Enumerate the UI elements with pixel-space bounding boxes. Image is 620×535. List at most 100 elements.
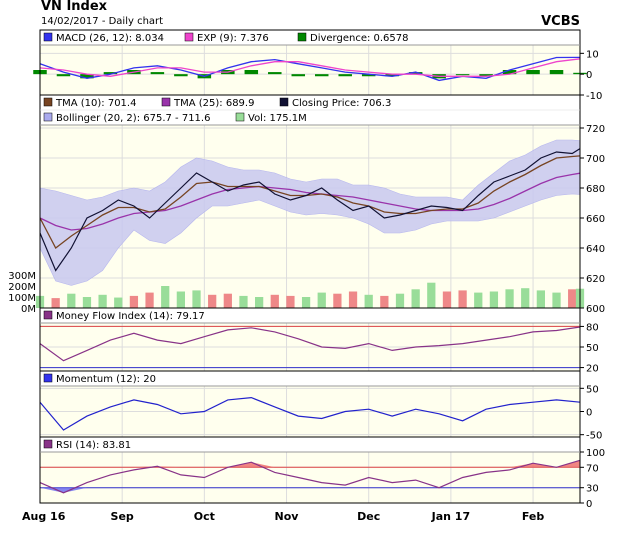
macd-series-exp xyxy=(39,58,581,77)
mfi-ytick-label: 80 xyxy=(586,322,599,333)
macd-legend-bg xyxy=(40,30,580,45)
price-ytick-label: 640 xyxy=(586,244,605,255)
price-legend-swatch xyxy=(279,97,289,107)
chart-title: VN Index xyxy=(41,0,108,14)
volume-bar xyxy=(333,293,342,308)
volume-bar xyxy=(67,293,76,308)
rsi-panel-border xyxy=(39,436,581,504)
volume-bar xyxy=(474,292,483,308)
rsi-legend-bg xyxy=(40,437,580,452)
macd-divergence-bar xyxy=(526,70,540,75)
volume-bar xyxy=(223,293,232,308)
momentum-ytick-label: 0 xyxy=(586,408,592,419)
volume-bar xyxy=(145,292,154,308)
macd-divergence-bar xyxy=(244,70,259,75)
macd-legend-label: MACD (26, 12): 8.034 xyxy=(56,33,164,44)
momentum-legend-swatch xyxy=(43,373,53,383)
rsi-overbought-fill xyxy=(40,460,580,468)
macd-legend-swatch xyxy=(297,32,307,42)
volume-tick-label: 0M xyxy=(21,304,36,315)
volume-bar xyxy=(364,294,373,308)
closing-price-line xyxy=(39,148,581,272)
volume-tick-label: 200M xyxy=(8,282,36,293)
mfi-legend-bg xyxy=(40,308,580,323)
price-legend-label: Closing Price: 706.3 xyxy=(292,98,391,109)
macd-divergence-bar xyxy=(314,74,329,77)
x-axis-label: Oct xyxy=(194,510,215,523)
price-ytick-label: 600 xyxy=(586,304,605,315)
volume-bar xyxy=(442,291,452,308)
mfi-legend-label: Money Flow Index (14): 79.17 xyxy=(56,311,205,322)
volume-bar xyxy=(239,295,248,308)
macd-divergence-bar xyxy=(385,74,399,77)
volume-bar xyxy=(192,290,201,308)
x-axis-label: Feb xyxy=(522,510,545,523)
rsi-ytick-label: 70 xyxy=(586,463,599,474)
volume-bar xyxy=(568,289,577,308)
mfi-line xyxy=(39,326,581,362)
rsi-ytick-label: 100 xyxy=(586,448,605,459)
macd-divergence-bar xyxy=(103,72,118,75)
macd-divergence-bar xyxy=(291,74,306,77)
rsi-legend-label: RSI (14): 83.81 xyxy=(56,440,131,451)
x-axis-label: Sep xyxy=(111,510,134,523)
rsi-ytick-label: 0 xyxy=(586,499,592,510)
volume-bar xyxy=(98,294,107,308)
volume-bar xyxy=(427,282,436,308)
rsi-ytick-label: 30 xyxy=(586,484,599,495)
macd-legend-label: EXP (9): 7.376 xyxy=(197,33,269,44)
momentum-line xyxy=(39,396,581,431)
price-legend-swatch xyxy=(235,112,245,122)
volume-bar xyxy=(176,291,185,308)
price-legend-swatch xyxy=(161,97,171,107)
price-legend-label: Bollinger (20, 2): 675.7 - 711.6 xyxy=(56,113,210,124)
volume-bar xyxy=(301,297,311,308)
macd-divergence-bar xyxy=(408,72,423,75)
volume-bar xyxy=(348,291,358,308)
x-axis-label: Dec xyxy=(357,510,380,523)
volume-bar xyxy=(129,295,139,308)
momentum-ytick-label: 50 xyxy=(586,384,599,395)
x-axis-label: Jan 17 xyxy=(431,510,470,523)
macd-divergence-bar xyxy=(80,74,94,79)
macd-legend-label: Divergence: 0.6578 xyxy=(310,33,409,44)
volume-bar xyxy=(255,297,264,308)
volume-bar xyxy=(552,292,561,308)
mfi-legend-swatch xyxy=(43,310,53,320)
macd-divergence-bar xyxy=(502,70,517,75)
chart-subtitle: 14/02/2017 - Daily chart xyxy=(41,16,164,27)
volume-bar xyxy=(380,295,389,308)
momentum-legend-bg xyxy=(40,371,580,386)
volume-bar xyxy=(317,292,326,308)
volume-bar xyxy=(458,290,467,308)
volume-tick-label: 100M xyxy=(8,293,36,304)
macd-divergence-bar xyxy=(174,74,188,77)
volume-bar xyxy=(411,289,420,308)
price-legend-swatch xyxy=(43,97,53,107)
mfi-ytick-label: 50 xyxy=(586,343,599,354)
macd-divergence-bar xyxy=(549,70,564,75)
price-legend-label: TMA (25): 689.9 xyxy=(173,98,254,109)
volume-bar xyxy=(208,294,217,308)
volume-bar xyxy=(286,295,295,308)
momentum-legend-label: Momentum (12): 20 xyxy=(56,374,156,385)
price-ytick-label: 660 xyxy=(586,214,605,225)
price-ytick-label: 700 xyxy=(586,154,605,165)
volume-bar xyxy=(82,297,92,308)
volume-bar xyxy=(114,297,123,308)
macd-divergence-bar xyxy=(361,74,376,77)
price-ytick-label: 720 xyxy=(586,124,605,135)
macd-ytick-label: -10 xyxy=(586,91,602,102)
x-axis-label: Nov xyxy=(275,510,300,523)
volume-bar xyxy=(395,293,405,308)
macd-divergence-bar xyxy=(479,74,493,77)
volume-bar xyxy=(521,288,530,308)
tma10-line xyxy=(39,155,581,249)
macd-divergence-bar xyxy=(150,72,165,75)
volume-bar xyxy=(505,289,514,308)
price-legend-label: Vol: 175.1M xyxy=(248,113,307,124)
macd-divergence-bar xyxy=(455,74,470,76)
price-ytick-label: 620 xyxy=(586,274,605,285)
